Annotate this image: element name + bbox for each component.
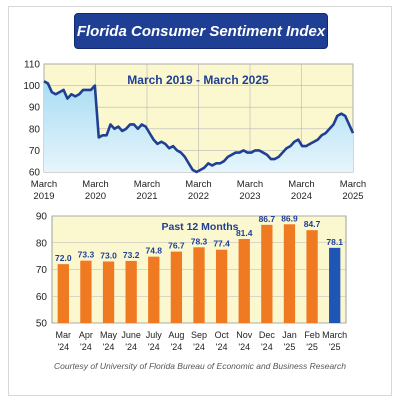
bar-data-label: 73.2 [123,250,140,260]
bar-data-label: 78.3 [191,236,208,246]
x-tick-label: 2023 [239,191,260,202]
y-tick-label: 70 [36,265,48,276]
x-tick-label: Sep [191,330,207,340]
x-tick-label: March [31,179,57,190]
x-tick-label: '24 [238,342,250,352]
x-tick-label: May [100,330,118,340]
y-tick-label: 80 [36,238,48,249]
x-tick-label: 2019 [33,191,54,202]
x-tick-label: '24 [80,342,92,352]
bar [148,256,160,323]
series-line [43,80,355,174]
x-tick-label: Feb [304,330,320,340]
bar-data-label: 84.7 [304,219,321,229]
x-tick-label: March [288,179,314,190]
page-title: Florida Consumer Sentiment Index [74,13,328,49]
bar-data-label: 77.4 [213,239,230,249]
y-tick-label: 50 [36,319,48,330]
x-tick-label: Aug [168,330,184,340]
y-tick-label: 60 [36,292,48,303]
x-tick-label: '25 [284,342,296,352]
y-tick-label: 90 [29,103,41,114]
x-tick-label: March [82,179,108,190]
x-tick-label: March [340,179,366,190]
bar-data-label: 76.7 [168,241,185,251]
y-tick-label: 90 [36,212,48,223]
x-tick-label: Apr [79,330,93,340]
series-area [44,81,353,172]
x-tick-label: '25 [329,342,341,352]
bar-data-label: 72.0 [55,253,72,263]
y-tick-label: 110 [24,60,40,71]
line-chart: 11010090807060March2019March2020March202… [23,60,366,203]
x-tick-label: '24 [261,342,273,352]
x-tick-label: Mar [56,330,72,340]
credit-text: Courtesy of University of Florida Bureau… [54,361,346,371]
bar-data-label: 86.7 [259,214,276,224]
x-tick-label: '24 [193,342,205,352]
bar [80,260,92,323]
bar [193,247,205,323]
x-tick-label: Jan [282,330,297,340]
x-tick-label: '24 [103,342,115,352]
bar [306,230,318,323]
x-tick-label: Oct [215,330,230,340]
x-tick-label: Nov [236,330,253,340]
x-tick-label: 2021 [136,191,157,202]
chart-title: Past 12 Months [161,221,238,233]
bar [125,260,137,323]
bar [238,239,250,323]
chart-title: March 2019 - March 2025 [127,73,269,87]
y-tick-label: 80 [29,124,41,135]
bar-data-label: 81.4 [236,228,253,238]
bar [57,264,69,323]
bar [102,261,115,323]
x-tick-label: July [146,330,163,340]
bar [215,249,228,323]
bar [261,224,273,323]
bar-data-label: 73.3 [78,250,95,260]
x-tick-label: June [121,330,141,340]
x-tick-label: '25 [306,342,318,352]
bar [329,247,341,323]
x-tick-label: '24 [125,342,137,352]
x-tick-label: Dec [259,330,276,340]
x-tick-label: '24 [57,342,69,352]
x-tick-label: March [185,179,211,190]
x-tick-label: 2024 [291,191,312,202]
bar-data-label: 86.9 [281,213,298,223]
x-tick-label: 2020 [85,191,106,202]
bar [170,251,183,323]
x-tick-label: '24 [171,342,183,352]
x-tick-label: '24 [148,342,160,352]
x-tick-label: March [237,179,263,190]
bar-data-label: 78.1 [326,237,343,247]
x-tick-label: March [134,179,160,190]
y-tick-label: 70 [29,146,41,157]
x-tick-label: '24 [216,342,228,352]
x-tick-label: 2022 [188,191,209,202]
bar-chart: 90 80 70 60 50 72.0 Mar '24 73.3 Apr '24 73.0 May '24… [36,212,347,353]
y-tick-label: 60 [29,168,41,179]
bar [283,224,296,323]
x-tick-label: 2025 [342,191,363,202]
y-tick-label: 100 [23,81,40,92]
bar-data-label: 73.0 [100,250,117,260]
bar-data-label: 74.8 [145,246,162,256]
x-tick-label: March [322,330,347,340]
